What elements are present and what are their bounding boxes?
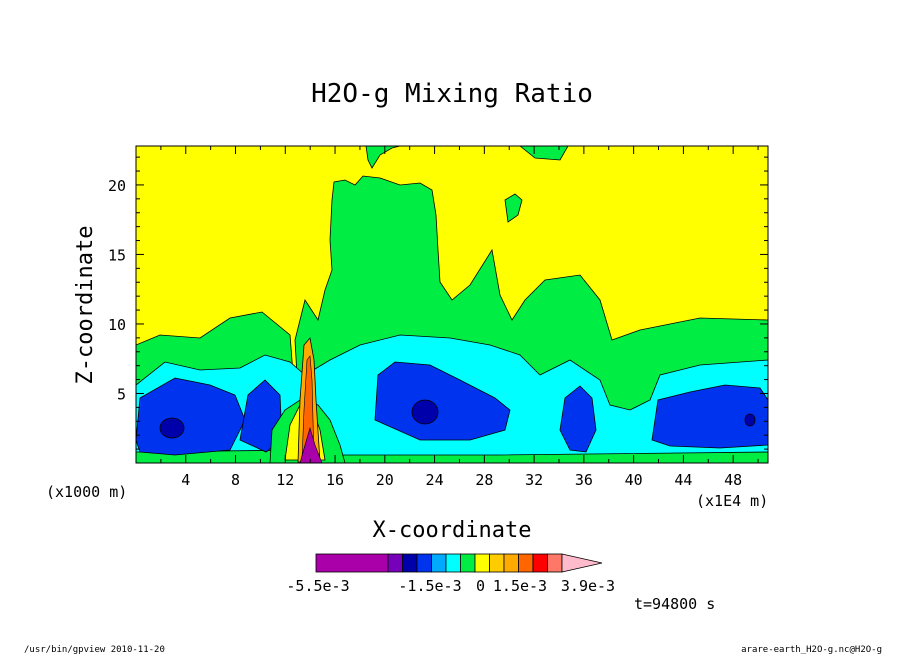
y-axis: 5 10 15 20 (108, 156, 768, 450)
colorbar-label: -5.5e-3 (286, 577, 349, 595)
time-label: t=94800 s (634, 595, 715, 613)
y-tick-label: 15 (108, 246, 126, 264)
colorbar-label: 0 (476, 577, 485, 595)
y-tick-label: 20 (108, 177, 126, 195)
plot-area (136, 146, 768, 463)
colorbar-label: 3.9e-3 (561, 577, 615, 595)
colorbar-swatch (518, 553, 534, 573)
colorbar (315, 553, 603, 573)
field-navy-left (159, 417, 185, 439)
chart-title: H2O-g Mixing Ratio (311, 79, 593, 109)
x-tick-label: 36 (575, 471, 593, 489)
y-tick-label: 10 (108, 316, 126, 334)
x-axis: 4 8 12 16 20 24 28 32 36 40 44 48 (160, 146, 759, 489)
colorbar-swatch (547, 553, 563, 573)
x-tick-label: 40 (625, 471, 643, 489)
y-tick-label: 5 (117, 385, 126, 403)
field-blue-mid (374, 361, 511, 441)
colorbar-label: 1.5e-3 (493, 577, 547, 595)
footer-left: /usr/bin/gpview 2010-11-20 (24, 645, 165, 654)
plot-frame (135, 145, 769, 464)
colorbar-label: -1.5e-3 (398, 577, 461, 595)
field-navy-mid (411, 399, 439, 425)
x-tick-label: 44 (674, 471, 692, 489)
field-blue-right (651, 384, 768, 449)
colorbar-labels: -5.5e-3 -1.5e-3 0 1.5e-3 3.9e-3 (286, 577, 615, 595)
colorbar-swatch (489, 553, 505, 573)
colorbar-swatch (445, 553, 461, 573)
field-navy-right (744, 413, 756, 427)
field-green-blob (504, 193, 523, 223)
field-green-top (365, 146, 401, 169)
colorbar-swatch (387, 553, 403, 573)
colorbar-swatch (416, 553, 432, 573)
colorbar-swatch (315, 553, 389, 573)
x-tick-label: 12 (276, 471, 294, 489)
colorbar-swatch (431, 553, 447, 573)
colorbar-swatch (460, 553, 476, 573)
x-tick-label: 32 (525, 471, 543, 489)
x-axis-label: X-coordinate (373, 518, 532, 543)
x-unit-left: (x1000 m) (46, 483, 127, 501)
footer-right: arare-earth_H2O-g.nc@H2O-g (741, 645, 882, 654)
y-axis-label: Z-coordinate (73, 226, 98, 385)
colorbar-arrow (561, 553, 603, 573)
field-green-topright (519, 146, 569, 161)
x-unit-right: (x1E4 m) (696, 492, 768, 510)
x-tick-label: 28 (475, 471, 493, 489)
field-blue-right2 (559, 385, 597, 453)
x-tick-label: 4 (181, 471, 190, 489)
x-tick-label: 48 (724, 471, 742, 489)
colorbar-swatch (402, 553, 418, 573)
colorbar-swatch (503, 553, 519, 573)
field-blue-left (136, 377, 246, 456)
x-tick-label: 16 (326, 471, 344, 489)
x-tick-label: 8 (231, 471, 240, 489)
x-tick-label: 20 (376, 471, 394, 489)
field-core-purple (299, 426, 323, 463)
colorbar-swatch (474, 553, 490, 573)
x-tick-label: 24 (426, 471, 444, 489)
colorbar-swatch (532, 553, 548, 573)
